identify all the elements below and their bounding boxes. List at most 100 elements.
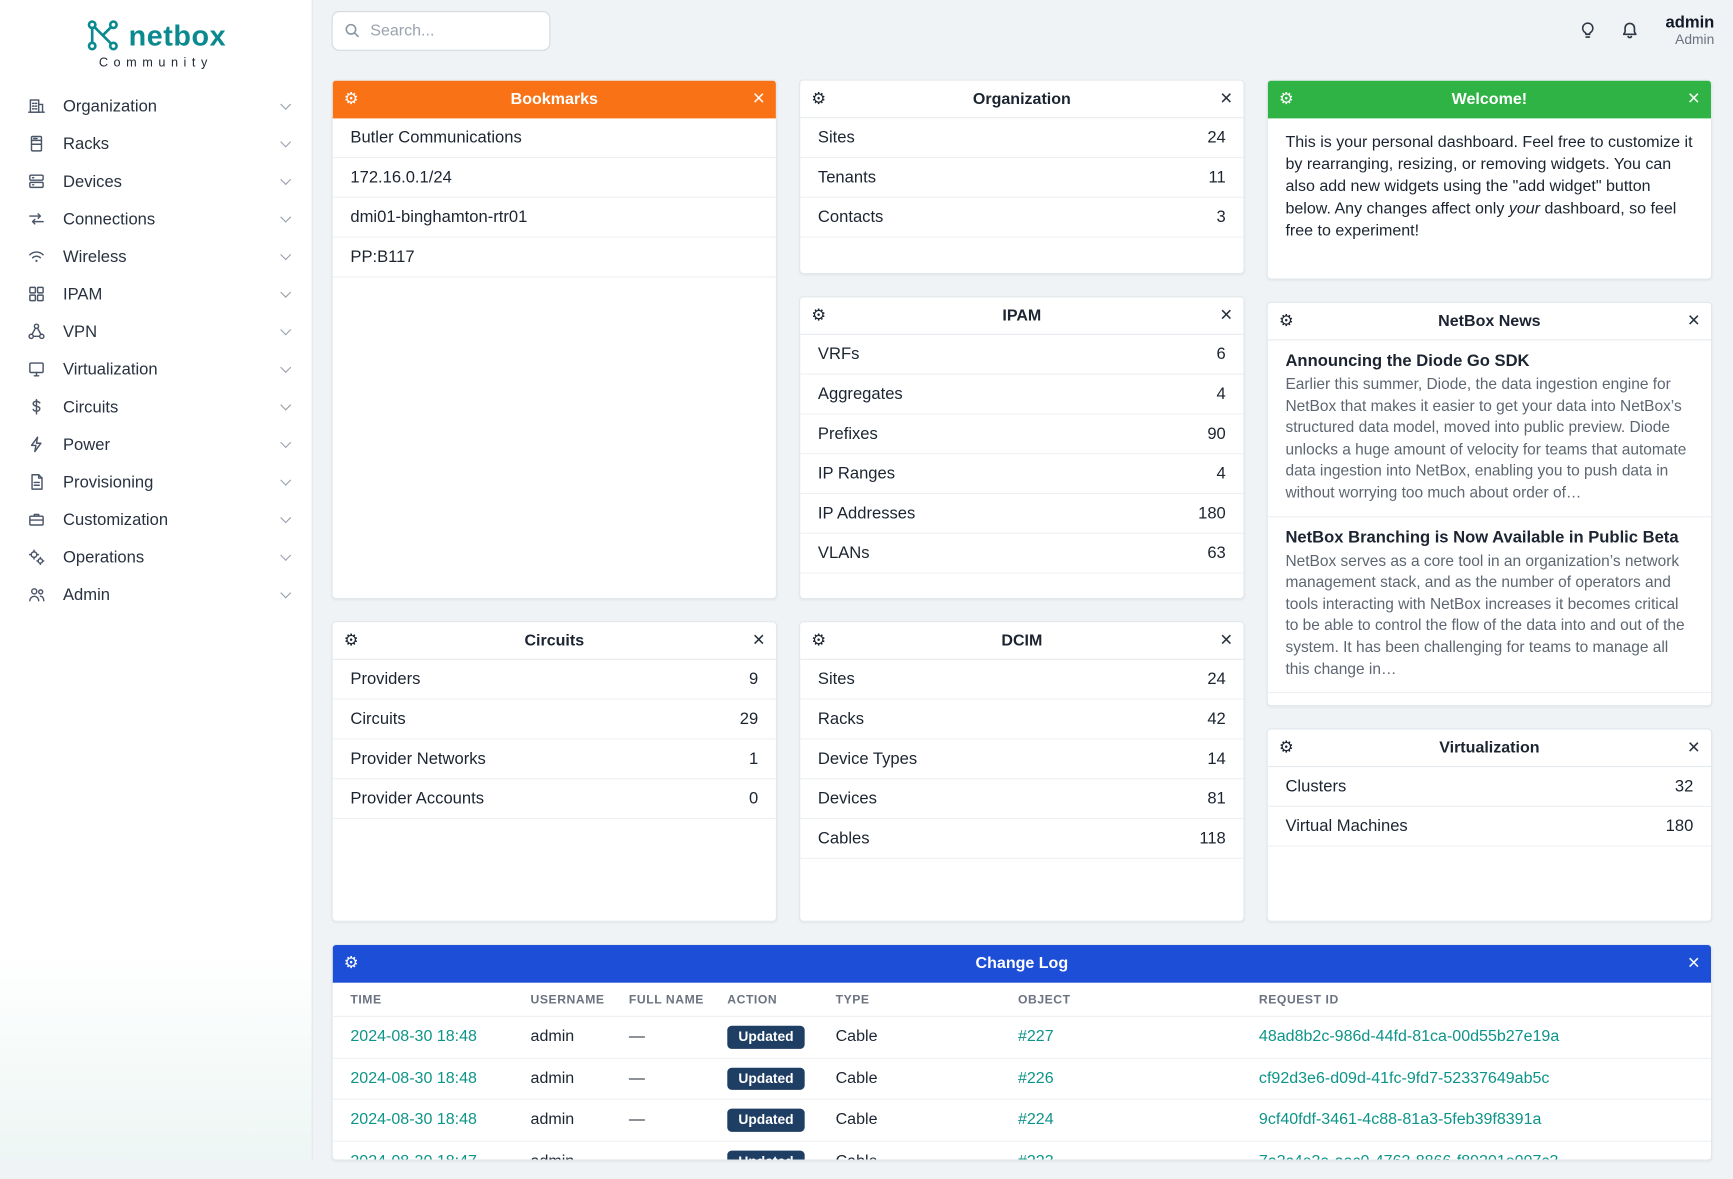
- stat-row: Provider Accounts 0: [332, 779, 776, 820]
- theme-toggle-button[interactable]: [1570, 13, 1605, 48]
- change-log-widget: ⚙ Change Log × TIME USERNAME FULL: [331, 943, 1713, 1161]
- stat-label[interactable]: Provider Accounts: [350, 789, 485, 808]
- widget-config-icon[interactable]: ⚙: [811, 631, 827, 650]
- action-badge: Updated: [727, 1108, 805, 1132]
- stat-label[interactable]: Circuits: [350, 709, 406, 729]
- widget-config-icon[interactable]: ⚙: [1278, 738, 1294, 758]
- changelog-type: Cable: [826, 1057, 1010, 1100]
- stat-label[interactable]: Contacts: [817, 207, 884, 227]
- stat-label[interactable]: Tenants: [817, 168, 877, 187]
- bookmarks-widget: ⚙ Bookmarks × Butler Communications 172.…: [331, 79, 778, 600]
- changelog-username: admin: [521, 1015, 621, 1058]
- netbox-logo[interactable]: netbox Community: [0, 13, 312, 87]
- sidebar-item-wireless[interactable]: Wireless: [0, 238, 312, 276]
- changelog-time-link[interactable]: 2024-08-30 18:48: [350, 1028, 477, 1046]
- stat-row: Clusters 32: [1267, 767, 1712, 807]
- stat-label[interactable]: Prefixes: [817, 424, 878, 444]
- close-icon[interactable]: ×: [1220, 628, 1233, 653]
- changelog-object-link[interactable]: #226: [1017, 1069, 1054, 1088]
- stat-label[interactable]: Sites: [817, 128, 855, 148]
- widget-config-icon[interactable]: ⚙: [811, 89, 827, 109]
- search-input[interactable]: [331, 10, 551, 51]
- sidebar-item-label: Racks: [63, 134, 110, 154]
- widget-config-icon[interactable]: ⚙: [1278, 89, 1294, 109]
- stat-label[interactable]: Sites: [817, 669, 855, 689]
- changelog-object-link[interactable]: #227: [1017, 1028, 1054, 1046]
- stat-label[interactable]: Providers: [350, 669, 421, 689]
- changelog-time-link[interactable]: 2024-08-30 18:48: [350, 1069, 477, 1088]
- news-item-title[interactable]: NetBox Branching is Now Available in Pub…: [1285, 527, 1679, 547]
- changelog-request-id-link[interactable]: 7a3c4e3a-aac0-4763-8866-f89201e097c3: [1259, 1153, 1558, 1160]
- changelog-username: admin: [521, 1057, 621, 1100]
- notifications-button[interactable]: [1612, 13, 1647, 48]
- chevron-down-icon: [280, 136, 292, 148]
- sidebar-item-connections[interactable]: Connections: [0, 200, 312, 238]
- sidebar-nav: Organization Racks Devices Connections W: [0, 87, 312, 613]
- sidebar-item-ipam[interactable]: IPAM: [0, 275, 312, 313]
- customization-icon: [27, 510, 49, 530]
- close-icon[interactable]: ×: [1687, 309, 1700, 333]
- organization-widget-header: ⚙ Organization ×: [800, 80, 1244, 119]
- widget-config-icon[interactable]: ⚙: [1278, 311, 1294, 331]
- widget-config-icon[interactable]: ⚙: [343, 631, 359, 650]
- changelog-type: Cable: [826, 1140, 1010, 1160]
- stat-label[interactable]: Cables: [817, 828, 870, 848]
- changelog-object-link[interactable]: #224: [1017, 1111, 1054, 1129]
- stat-label[interactable]: Provider Networks: [350, 749, 486, 769]
- news-item-title[interactable]: A New Look For NetBox and NetBox Labs: [1285, 704, 1693, 705]
- close-icon[interactable]: ×: [752, 628, 765, 653]
- stat-label[interactable]: Racks: [817, 709, 864, 729]
- stat-label[interactable]: Device Types: [817, 749, 918, 769]
- user-menu[interactable]: admin Admin: [1665, 13, 1714, 48]
- sidebar-item-admin[interactable]: Admin: [0, 576, 312, 614]
- chevron-down-icon: [280, 399, 292, 411]
- organization-widget: ⚙ Organization × Sites 24 Tenants 11 Conta…: [799, 79, 1245, 275]
- stat-label[interactable]: Aggregates: [817, 384, 903, 404]
- close-icon[interactable]: ×: [1220, 87, 1233, 111]
- sidebar-item-devices[interactable]: Devices: [0, 162, 312, 200]
- stat-value: 42: [1207, 709, 1226, 729]
- widget-config-icon[interactable]: ⚙: [343, 953, 359, 973]
- close-icon[interactable]: ×: [1220, 303, 1233, 328]
- stat-label[interactable]: VRFs: [817, 344, 860, 364]
- widget-title: Virtualization: [1439, 738, 1540, 757]
- stat-label[interactable]: VLANs: [817, 543, 870, 563]
- circuits-icon: [27, 397, 49, 417]
- sidebar-item-organization[interactable]: Organization: [0, 87, 312, 125]
- sidebar-item-power[interactable]: Power: [0, 426, 312, 464]
- sidebar-item-racks[interactable]: Racks: [0, 125, 312, 163]
- changelog-request-id-link[interactable]: 48ad8b2c-986d-44fd-81ca-00d55b27e19a: [1258, 1028, 1560, 1046]
- bookmark-link[interactable]: 172.16.0.1/24: [350, 168, 452, 187]
- stat-label[interactable]: Devices: [817, 789, 877, 808]
- close-icon[interactable]: ×: [1687, 87, 1700, 111]
- changelog-request-id-link[interactable]: 9cf40fdf-3461-4c88-81a3-5feb39f8391a: [1258, 1111, 1542, 1129]
- bookmark-row: 172.16.0.1/24: [332, 158, 776, 198]
- sidebar-item-circuits[interactable]: Circuits: [0, 388, 312, 426]
- news-item-title[interactable]: Announcing the Diode Go SDK: [1285, 351, 1530, 371]
- stat-label[interactable]: IP Addresses: [817, 504, 916, 523]
- bookmark-link[interactable]: dmi01-binghamton-rtr01: [350, 207, 528, 227]
- widget-config-icon[interactable]: ⚙: [811, 306, 827, 325]
- stat-label[interactable]: IP Ranges: [817, 464, 896, 484]
- sidebar-item-operations[interactable]: Operations: [0, 538, 312, 576]
- widget-config-icon[interactable]: ⚙: [343, 89, 359, 109]
- sidebar-item-provisioning[interactable]: Provisioning: [0, 463, 312, 501]
- changelog-request-id-link[interactable]: cf92d3e6-d09d-41fc-9fd7-52337649ab5c: [1258, 1069, 1550, 1088]
- changelog-time-link[interactable]: 2024-08-30 18:47: [350, 1153, 477, 1160]
- close-icon[interactable]: ×: [1687, 951, 1700, 975]
- close-icon[interactable]: ×: [1687, 736, 1700, 760]
- changelog-object-link[interactable]: #223: [1018, 1153, 1054, 1160]
- wifi-icon: [27, 246, 49, 266]
- stat-label[interactable]: Virtual Machines: [1285, 816, 1408, 836]
- sidebar-item-vpn[interactable]: VPN: [0, 313, 312, 351]
- bell-icon: [1620, 20, 1641, 41]
- sidebar-item-customization[interactable]: Customization: [0, 501, 312, 539]
- bookmark-link[interactable]: Butler Communications: [350, 128, 522, 148]
- stat-label[interactable]: Clusters: [1285, 777, 1347, 796]
- lightbulb-icon: [1578, 20, 1599, 41]
- close-icon[interactable]: ×: [752, 87, 765, 111]
- bookmark-link[interactable]: PP:B117: [350, 247, 415, 267]
- changelog-time-link[interactable]: 2024-08-30 18:48: [350, 1111, 477, 1129]
- sidebar-item-virtualization[interactable]: Virtualization: [0, 350, 312, 388]
- changelog-type: Cable: [826, 1015, 1010, 1058]
